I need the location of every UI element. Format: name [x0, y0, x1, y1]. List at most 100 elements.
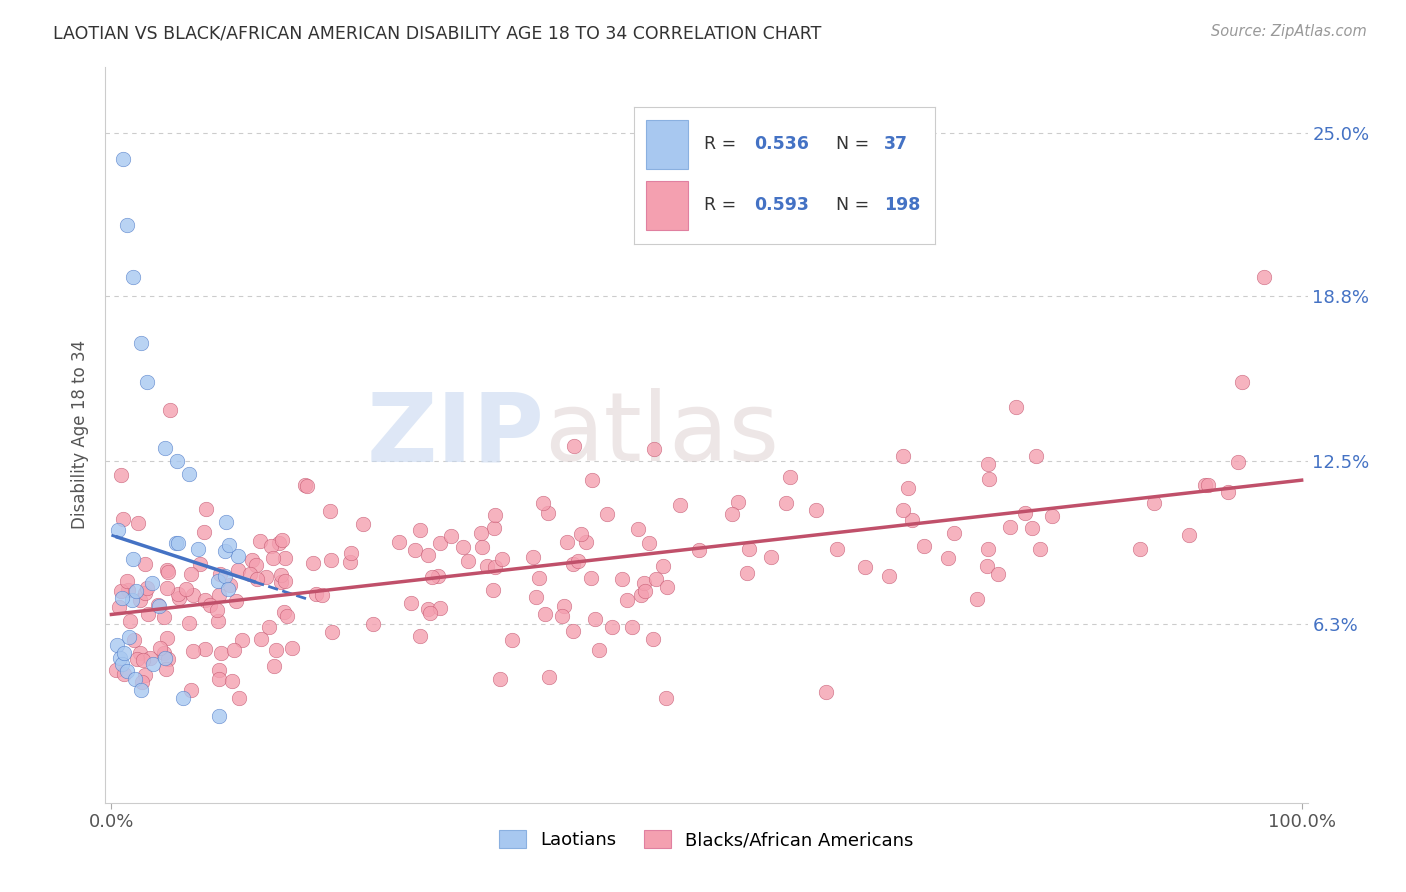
Point [281, 640, 304, 655]
Point [112, 152, 135, 166]
Point [537, 506, 560, 520]
Point [141, 575, 163, 590]
Point [207, 614, 229, 628]
Point [250, 632, 273, 646]
Text: LAOTIAN VS BLACK/AFRICAN AMERICAN DISABILITY AGE 18 TO 34 CORRELATION CHART: LAOTIAN VS BLACK/AFRICAN AMERICAN DISABI… [53, 24, 821, 42]
Point [264, 643, 287, 657]
Point [115, 574, 138, 588]
Point [1253, 270, 1275, 285]
Point [194, 642, 217, 657]
Point [153, 651, 176, 665]
Point [419, 606, 441, 620]
Legend: Laotians, Blacks/African Americans: Laotians, Blacks/African Americans [492, 823, 921, 856]
Point [977, 472, 1000, 486]
Point [148, 599, 170, 613]
Point [149, 640, 172, 655]
Point [214, 569, 236, 583]
Point [155, 562, 177, 576]
Point [319, 504, 342, 518]
Point [775, 496, 797, 510]
Point [638, 536, 661, 550]
Point [217, 582, 239, 596]
Point [966, 591, 988, 606]
Point [118, 630, 141, 644]
Point [179, 616, 201, 631]
Point [405, 543, 427, 558]
Point [129, 335, 152, 350]
Y-axis label: Disability Age 18 to 34: Disability Age 18 to 34 [72, 340, 90, 530]
Point [897, 481, 920, 495]
Point [207, 709, 229, 723]
Point [187, 542, 209, 557]
Point [239, 567, 262, 582]
Point [1178, 528, 1201, 542]
Point [156, 631, 179, 645]
Point [987, 566, 1010, 581]
Point [727, 495, 749, 509]
Point [641, 632, 664, 646]
Point [181, 644, 204, 658]
Point [825, 542, 848, 557]
Point [804, 503, 827, 517]
Point [305, 587, 328, 601]
Point [942, 525, 965, 540]
Point [139, 650, 162, 665]
Point [132, 653, 155, 667]
Point [111, 657, 134, 671]
Point [562, 439, 585, 453]
Point [245, 558, 267, 573]
Point [737, 542, 759, 557]
Point [562, 558, 585, 572]
Point [134, 558, 156, 572]
Point [180, 567, 202, 582]
Point [401, 596, 423, 610]
Point [118, 614, 141, 628]
Point [273, 605, 295, 619]
Point [484, 521, 506, 535]
Point [555, 535, 578, 549]
Point [409, 524, 432, 538]
Point [311, 588, 333, 602]
Point [1197, 478, 1219, 492]
Point [108, 651, 131, 665]
Point [270, 574, 292, 589]
Point [174, 582, 197, 597]
Point [153, 646, 176, 660]
Point [142, 657, 165, 671]
Point [409, 629, 432, 643]
Point [977, 458, 1000, 472]
Point [484, 508, 506, 523]
Point [198, 598, 221, 612]
Point [475, 559, 498, 574]
Point [429, 601, 451, 615]
Point [531, 495, 554, 509]
Point [426, 569, 449, 583]
Point [877, 569, 900, 583]
Point [484, 559, 506, 574]
Point [153, 610, 176, 624]
Point [107, 523, 129, 537]
Point [1194, 478, 1216, 492]
Point [901, 513, 924, 527]
Point [814, 685, 837, 699]
Point [420, 570, 443, 584]
Point [321, 553, 343, 567]
Point [1143, 495, 1166, 509]
Point [165, 536, 187, 550]
Point [595, 507, 617, 521]
Point [166, 536, 188, 550]
Point [620, 620, 643, 634]
Point [1029, 541, 1052, 556]
Point [893, 502, 915, 516]
Point [779, 469, 801, 483]
Point [583, 612, 606, 626]
Point [194, 593, 217, 607]
Point [136, 376, 159, 390]
Point [117, 582, 139, 597]
Point [655, 580, 678, 594]
Point [340, 546, 363, 560]
Point [1216, 484, 1239, 499]
Point [240, 553, 263, 567]
Point [110, 583, 132, 598]
Point [115, 218, 138, 232]
